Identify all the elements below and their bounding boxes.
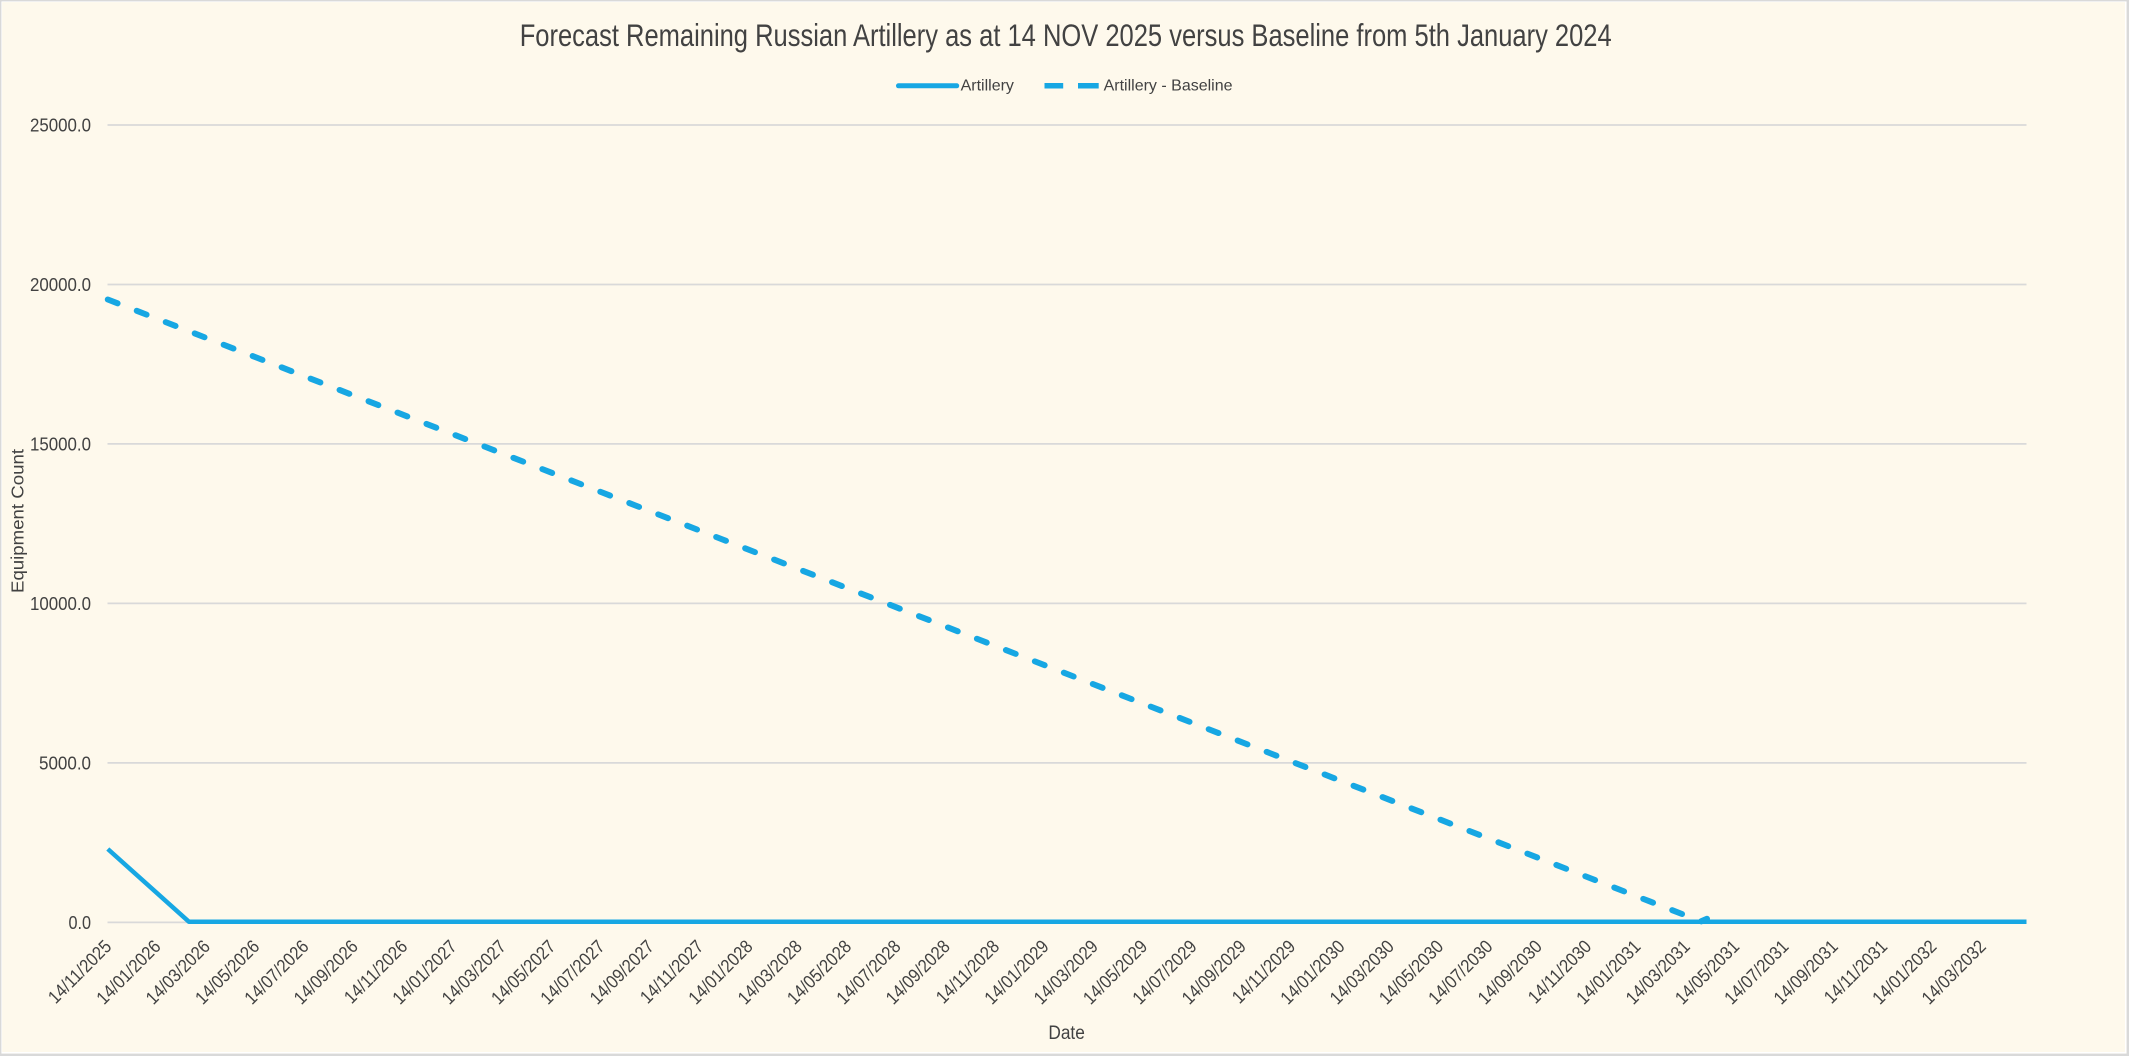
svg-text:10000.0: 10000.0 bbox=[30, 593, 91, 614]
svg-text:Equipment Count: Equipment Count bbox=[7, 449, 28, 593]
svg-text:25000.0: 25000.0 bbox=[30, 115, 91, 136]
svg-text:15000.0: 15000.0 bbox=[30, 434, 91, 455]
svg-text:Artillery - Baseline: Artillery - Baseline bbox=[1104, 78, 1233, 95]
svg-text:Date: Date bbox=[1048, 1023, 1085, 1044]
svg-text:Forecast Remaining Russian Art: Forecast Remaining Russian Artillery as … bbox=[520, 17, 1612, 53]
svg-text:0.0: 0.0 bbox=[69, 912, 92, 933]
svg-text:Artillery: Artillery bbox=[961, 78, 1014, 95]
svg-text:20000.0: 20000.0 bbox=[30, 274, 91, 295]
svg-text:5000.0: 5000.0 bbox=[39, 753, 91, 774]
